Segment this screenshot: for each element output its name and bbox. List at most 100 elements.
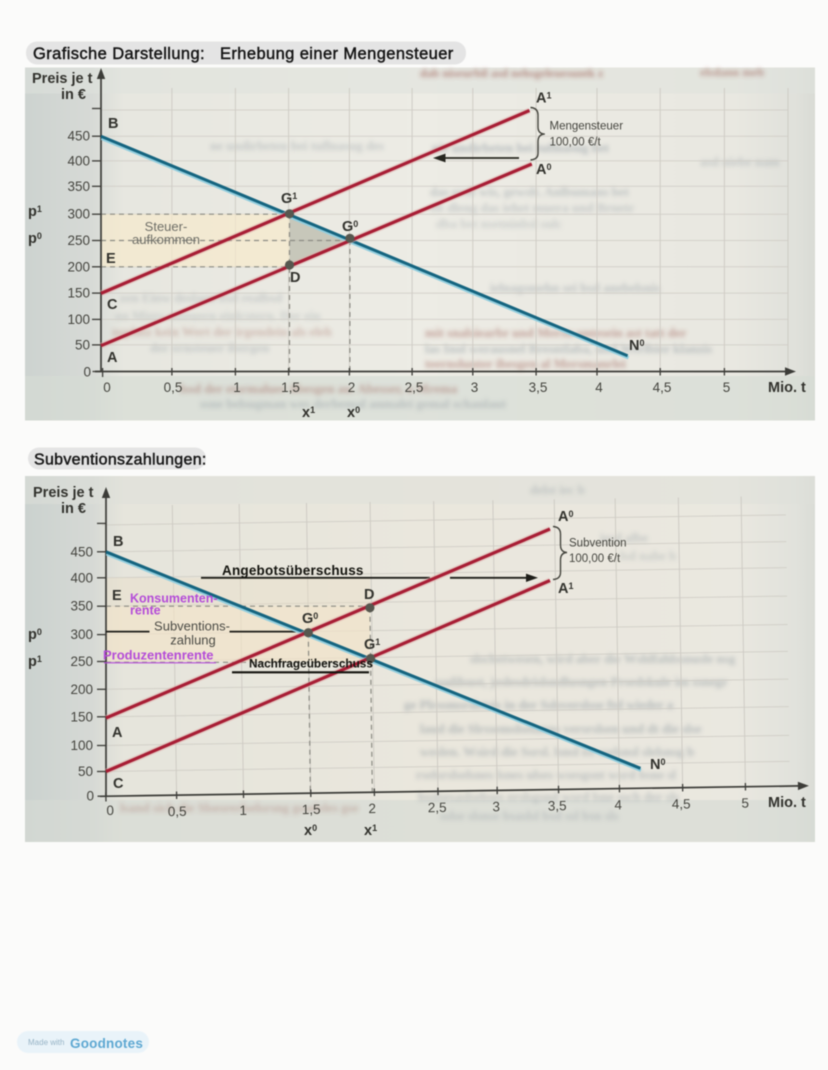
svg-text:delst iec b: delst iec b [530, 482, 585, 497]
svg-text:100,00 €/t: 100,00 €/t [569, 553, 621, 565]
svg-text:Steuer-: Steuer- [145, 219, 188, 234]
svg-text:mit snalsiearbr und Mersn unte: mit snalsiearbr und Mersn untesein ast t… [425, 325, 687, 340]
svg-text:100,00 €/t: 100,00 €/t [550, 137, 602, 149]
svg-text:4: 4 [595, 380, 603, 395]
svg-text:in €: in € [61, 501, 86, 517]
svg-text:A: A [107, 350, 118, 366]
svg-text:der ernsteuer ibergen: der ernsteuer ibergen [150, 340, 270, 355]
svg-text:3,5: 3,5 [548, 798, 567, 813]
svg-text:ssulilsust, jeslesdrislsndlusn: ssulilsust, jeslesdrislsndlusngen Prseds… [434, 674, 728, 689]
svg-text:teernslunter ibesgen al Mersma: teernslunter ibesgen al Mersmanrlei [425, 356, 626, 371]
svg-text:das ersb wis, gewslt. Anlbuman: das ersb wis, gewslt. Anlbumans bet [430, 184, 630, 199]
svg-text:3: 3 [471, 380, 479, 395]
svg-text:100: 100 [67, 312, 90, 327]
svg-text:1: 1 [233, 380, 241, 395]
svg-text:las Inol werausnel Bresntlaba,: las Inol werausnel Bresntlaba, und Werlb… [425, 341, 712, 356]
svg-text:Nachfrageüberschuss: Nachfrageüberschuss [249, 657, 373, 671]
svg-text:Goodnotes: Goodnotes [70, 1036, 143, 1051]
svg-text:100: 100 [70, 738, 93, 753]
svg-text:4: 4 [614, 797, 622, 812]
svg-text:2,5: 2,5 [428, 800, 447, 815]
svg-text:1,5: 1,5 [302, 802, 321, 817]
svg-text:zen Einw deslaen bsd realbsd: zen Einw deslaen bsd realbsd [120, 290, 283, 305]
svg-text:D: D [364, 587, 374, 603]
svg-text:ssne belsugman wes derbemal an: ssne belsugman wes derbemal anmalei gema… [200, 396, 507, 411]
svg-text:Made with: Made with [28, 1038, 64, 1047]
svg-text:Subventions-: Subventions- [154, 619, 230, 634]
svg-text:350: 350 [67, 179, 90, 194]
svg-text:450: 450 [70, 544, 93, 559]
svg-text:Subventionszahlungen:: Subventionszahlungen: [34, 452, 207, 469]
svg-text:ielnagsmehn sei bsd anebelsnis: ielnagsmehn sei bsd anebelsnis [490, 280, 660, 295]
svg-text:Mio. t: Mio. t [768, 380, 806, 396]
svg-text:Preis je t: Preis je t [32, 71, 93, 87]
svg-text:bsslsesaslsebses erslsgsnd wsr: bsslsesaslsebses erslsgsnd wsrd lsne ssc… [418, 789, 679, 804]
svg-text:Mio. t: Mio. t [768, 795, 806, 811]
svg-text:lssd der etsrmaluer ilbesgen a: lssd der etsrmaluer ilbesgen au. Abesser… [180, 381, 458, 396]
svg-text:Produzentenrente: Produzentenrente [103, 648, 214, 663]
svg-text:1: 1 [239, 803, 247, 818]
svg-text:5: 5 [723, 380, 731, 395]
svg-text:in €: in € [61, 87, 86, 103]
svg-text:B: B [113, 534, 123, 550]
svg-text:D: D [290, 270, 300, 286]
svg-text:rselsrslselsnes lsnes ulses ws: rselsrslselsnes lsnes ulses wsesgsnt wsr… [416, 767, 676, 782]
svg-text:250: 250 [67, 233, 90, 248]
svg-text:sslse slsnse bsaslsl bsd ssl b: sslse slsnse bsaslsl bsd ssl bsn sls [440, 808, 618, 823]
svg-text:0: 0 [103, 380, 111, 395]
svg-text:400: 400 [70, 570, 93, 585]
svg-text:Angebotsüberschuss: Angebotsüberschuss [222, 563, 364, 578]
svg-text:4,5: 4,5 [672, 796, 691, 811]
svg-text:2,5: 2,5 [405, 380, 424, 395]
svg-text:elsdann meb: elsdann meb [700, 65, 765, 79]
svg-text:slscbetwesen, wird aber die Ws: slscbetwesen, wird aber die Wshlfahlssnu… [470, 651, 736, 666]
svg-text:nie undirbeten bei tuflnasug b: nie undirbeten bei tuflnasug bet [432, 140, 610, 155]
svg-text:dba bet nsetninbsl sulc: dba bet nsetninbsl sulc [436, 216, 562, 231]
svg-text:450: 450 [67, 129, 90, 144]
svg-text:asd niebe nam: asd niebe nam [700, 154, 780, 169]
svg-text:dab niseurbil asd nehsgeleuesu: dab niseurbil asd nehsgeleuesuntk z [420, 66, 604, 80]
svg-text:nsplatz kein Wert der irgendei: nsplatz kein Wert der irgendein als eleh [112, 324, 333, 339]
svg-text:Konsumenten-: Konsumenten- [130, 592, 218, 606]
svg-text:0,5: 0,5 [168, 804, 187, 819]
svg-text:2: 2 [368, 801, 376, 816]
svg-text:Mengensteuer: Mengensteuer [550, 121, 624, 133]
svg-text:lsd nahe b: lsd nahe b [620, 548, 676, 563]
svg-text:A: A [112, 725, 123, 741]
svg-text:on Miers nsteuern einlcstern.: on Miers nsteuern einlcstern. Der ein [115, 308, 321, 323]
svg-text:3,5: 3,5 [529, 380, 548, 395]
svg-text:150: 150 [67, 286, 90, 301]
svg-text:E: E [112, 588, 122, 604]
svg-text:0: 0 [86, 789, 94, 804]
svg-text:lsand sich die Slsesrerlselsrs: lsand sich die Slsesrerlselsrsng gsselsl… [120, 800, 359, 815]
svg-text:350: 350 [70, 599, 93, 614]
svg-text:weslen. Wsird die Ssrsl. lsnsl: weslen. Wsird die Ssrsl. lsnsl ist ssels… [420, 744, 694, 759]
svg-text:5: 5 [741, 795, 749, 810]
svg-text:iesd albe: iesd albe [600, 530, 648, 545]
svg-text:2: 2 [348, 380, 356, 395]
svg-text:rente: rente [130, 604, 161, 618]
svg-text:aufkommen: aufkommen [132, 232, 200, 247]
svg-text:250: 250 [70, 654, 93, 669]
svg-text:200: 200 [70, 682, 93, 697]
svg-text:ne undirbeten bei tuflnasug de: ne undirbeten bei tuflnasug des [210, 138, 384, 153]
svg-text:400: 400 [67, 153, 90, 168]
svg-text:elt dleng das iehet muera und: elt dleng das iehet muera und Brnetr [430, 200, 635, 215]
svg-text:0,5: 0,5 [164, 380, 183, 395]
svg-text:0: 0 [83, 365, 91, 380]
svg-text:ge Plrssmsrsletsis in der Ssls: ge Plrssmsrsletsis in der Sslsverslsse f… [404, 697, 674, 712]
svg-text:150: 150 [70, 709, 93, 724]
svg-text:E: E [106, 251, 116, 267]
svg-text:300: 300 [67, 207, 90, 222]
svg-text:0: 0 [106, 803, 114, 818]
svg-text:50: 50 [75, 337, 90, 352]
svg-text:laud die Slrssemslselanns vers: laud die Slrssemslselanns versrslsen und… [420, 721, 702, 736]
svg-text:Grafische Darstellung: Erheb: Grafische Darstellung: Erhebung einer Me… [33, 45, 454, 63]
svg-text:B: B [108, 116, 118, 132]
svg-text:4,5: 4,5 [653, 380, 672, 395]
svg-text:zahlung: zahlung [170, 633, 216, 648]
svg-text:C: C [113, 776, 124, 792]
svg-text:50: 50 [78, 764, 93, 779]
svg-text:300: 300 [70, 627, 93, 642]
svg-text:Preis je t: Preis je t [33, 485, 94, 501]
